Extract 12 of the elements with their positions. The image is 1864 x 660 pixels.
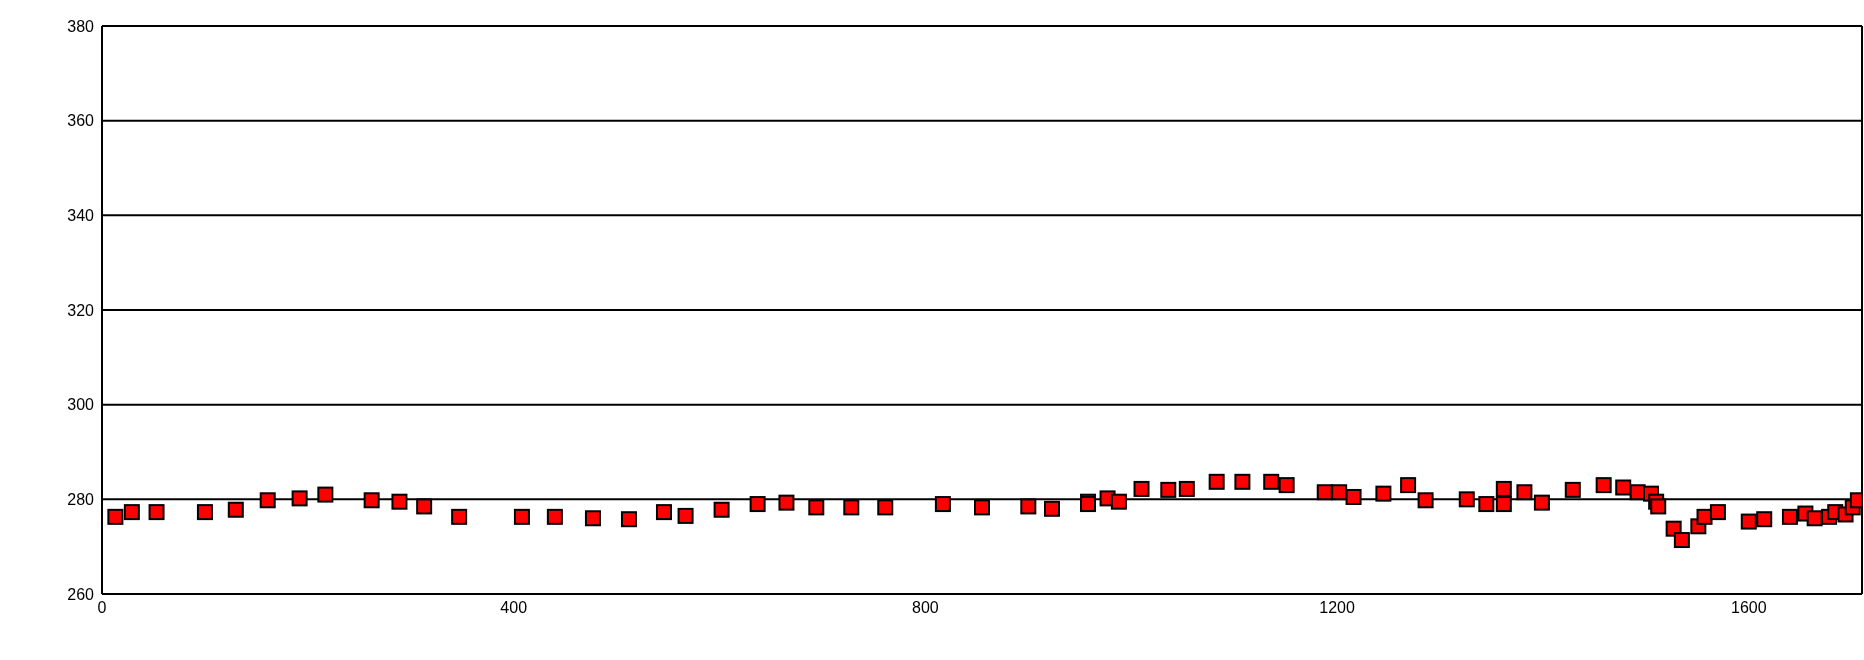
y-tick-label: 380 xyxy=(67,17,95,35)
x-tick-label: 1200 xyxy=(1319,599,1355,617)
x-tick-label: 1600 xyxy=(1730,599,1767,617)
y-tick-label: 320 xyxy=(67,301,95,319)
y-tick-label: 280 xyxy=(67,491,95,509)
y-tick-label: 260 xyxy=(67,585,95,603)
y-tick-label: 340 xyxy=(67,207,95,225)
y-tick-label: 360 xyxy=(67,112,95,130)
x-tick-label: 400 xyxy=(500,599,528,617)
y-tick-label: 300 xyxy=(67,396,95,414)
x-tick-label: 0 xyxy=(97,599,107,617)
x-tick-label: 800 xyxy=(912,599,939,617)
